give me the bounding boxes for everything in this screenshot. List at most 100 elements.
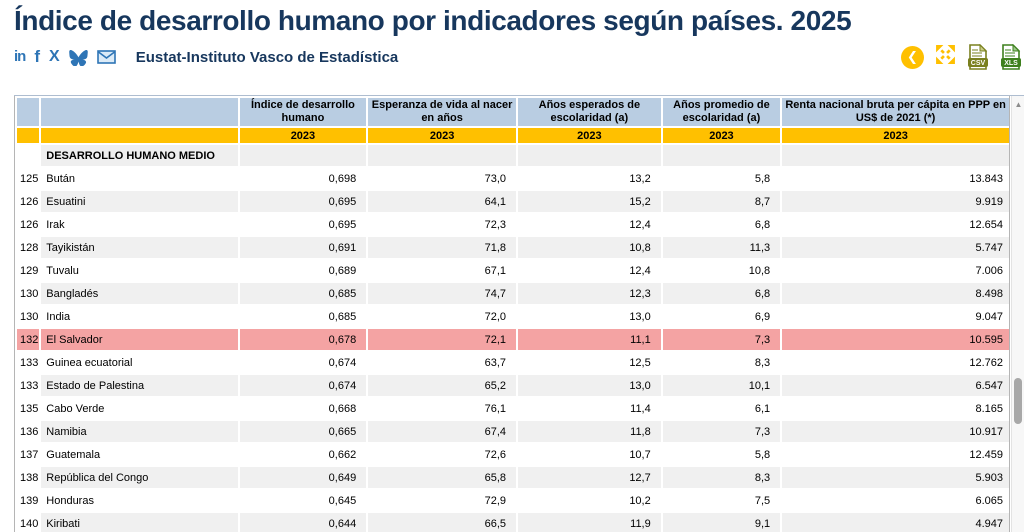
table-row: 126 Irak 0,695 72,3 12,4 6,8 12.654	[17, 214, 1009, 236]
xls-download-button[interactable]: XLS	[1000, 43, 1022, 70]
value-cell: 12.762	[782, 352, 1009, 374]
bluesky-icon[interactable]	[68, 49, 88, 66]
value-cell: 74,7	[368, 283, 516, 305]
column-header: Esperanza de vida al nacer en años	[368, 98, 516, 127]
value-cell: 12.459	[782, 444, 1009, 466]
back-button[interactable]: ❮	[901, 45, 924, 69]
value-cell: 12,3	[518, 283, 661, 305]
country-cell: India	[41, 306, 238, 328]
rank-cell: 126	[17, 214, 40, 236]
value-cell: 0,695	[239, 191, 367, 213]
value-cell: 0,691	[239, 237, 367, 259]
value-cell: 0,689	[239, 260, 367, 282]
country-cell: Guinea ecuatorial	[41, 352, 238, 374]
vertical-scrollbar[interactable]: ▲	[1011, 96, 1024, 532]
value-cell: 9,1	[662, 513, 781, 532]
value-cell: 10,8	[662, 260, 781, 282]
email-icon[interactable]	[96, 50, 116, 64]
value-cell: 64,1	[368, 191, 516, 213]
value-cell: 67,4	[368, 421, 516, 443]
year-cell: 2023	[782, 128, 1009, 144]
rank-cell: 129	[17, 260, 40, 282]
rank-cell: 139	[17, 490, 40, 512]
value-cell: 8.165	[782, 398, 1009, 420]
table-row: 128 Tayikistán 0,691 71,8 10,8 11,3 5.747	[17, 237, 1009, 259]
rank-cell: 133	[17, 352, 40, 374]
rank-cell: 140	[17, 513, 40, 532]
value-cell: 63,7	[368, 352, 516, 374]
country-cell: Esuatini	[41, 191, 238, 213]
scrollbar-thumb[interactable]	[1014, 378, 1022, 424]
rank-cell: 137	[17, 444, 40, 466]
value-cell: 8.498	[782, 283, 1009, 305]
value-cell: 13.843	[782, 168, 1009, 190]
value-cell: 13,0	[518, 375, 661, 397]
value-cell: 8,3	[662, 467, 781, 489]
value-cell: 10,2	[518, 490, 661, 512]
table-row: 130 India 0,685 72,0 13,0 6,9 9.047	[17, 306, 1009, 328]
column-header: Años esperados de escolaridad (a)	[518, 98, 661, 127]
rank-cell: 136	[17, 421, 40, 443]
facebook-icon[interactable]: f	[34, 47, 41, 66]
rank-cell: 133	[17, 375, 40, 397]
value-cell: 0,649	[239, 467, 367, 489]
value-cell: 7,3	[662, 329, 781, 351]
value-cell: 5,8	[662, 444, 781, 466]
rank-cell: 130	[17, 306, 40, 328]
linkedin-icon[interactable]: in	[14, 48, 26, 65]
data-table-container: Índice de desarrollo humano Esperanza de…	[14, 96, 1010, 532]
column-header: Años promedio de escolaridad (a)	[662, 98, 781, 127]
table-row: 133 Estado de Palestina 0,674 65,2 13,0 10,1 6…	[17, 375, 1009, 397]
country-cell: República del Congo	[41, 467, 238, 489]
value-cell: 10,1	[662, 375, 781, 397]
value-cell: 0,668	[239, 398, 367, 420]
column-header: Renta nacional bruta per cápita en PPP e…	[782, 98, 1009, 127]
rank-cell: 135	[17, 398, 40, 420]
value-cell: 7.006	[782, 260, 1009, 282]
country-cell: Estado de Palestina	[41, 375, 238, 397]
table-row: 130 Bangladés 0,685 74,7 12,3 6,8 8.498	[17, 283, 1009, 305]
country-cell: Kiribati	[41, 513, 238, 532]
country-cell: El Salvador	[41, 329, 238, 351]
column-header: Índice de desarrollo humano	[239, 98, 367, 127]
value-cell: 13,0	[518, 306, 661, 328]
value-cell: 10.917	[782, 421, 1009, 443]
scroll-up-arrow-icon[interactable]: ▲	[1014, 100, 1023, 109]
value-cell: 6,8	[662, 283, 781, 305]
table-row: 140 Kiribati 0,644 66,5 11,9 9,1 4.947	[17, 513, 1009, 532]
subheader: in f X Eustat-Instituto Vasco de Estadís…	[14, 43, 1022, 70]
svg-text:XLS: XLS	[1004, 60, 1018, 67]
value-cell: 0,698	[239, 168, 367, 190]
value-cell: 72,6	[368, 444, 516, 466]
fullscreen-button[interactable]	[935, 44, 956, 70]
value-cell: 67,1	[368, 260, 516, 282]
rank-cell: 126	[17, 191, 40, 213]
value-cell: 12,4	[518, 214, 661, 236]
section-header-row: DESARROLLO HUMANO MEDIO	[17, 145, 1009, 167]
share-icons: in f X	[14, 47, 116, 67]
corner-cell	[17, 98, 40, 127]
value-cell: 0,685	[239, 283, 367, 305]
year-cell: 2023	[239, 128, 367, 144]
value-cell: 6,8	[662, 214, 781, 236]
country-cell: Guatemala	[41, 444, 238, 466]
csv-download-button[interactable]: CSV	[967, 43, 989, 70]
value-cell: 11,4	[518, 398, 661, 420]
value-cell: 66,5	[368, 513, 516, 532]
table-top-border	[14, 95, 1024, 96]
value-cell: 0,674	[239, 375, 367, 397]
year-cell: 2023	[662, 128, 781, 144]
value-cell: 10,7	[518, 444, 661, 466]
value-cell: 7,3	[662, 421, 781, 443]
rank-cell: 128	[17, 237, 40, 259]
rank-cell: 130	[17, 283, 40, 305]
x-icon[interactable]: X	[49, 48, 60, 65]
value-cell: 0,695	[239, 214, 367, 236]
value-cell: 10.595	[782, 329, 1009, 351]
table-row: 137 Guatemala 0,662 72,6 10,7 5,8 12.459	[17, 444, 1009, 466]
table-row: 126 Esuatini 0,695 64,1 15,2 8,7 9.919	[17, 191, 1009, 213]
table-row: 125 Bután 0,698 73,0 13,2 5,8 13.843	[17, 168, 1009, 190]
value-cell: 65,8	[368, 467, 516, 489]
table-row: 132 El Salvador 0,678 72,1 11,1 7,3 10.595	[17, 329, 1009, 351]
value-cell: 8,3	[662, 352, 781, 374]
